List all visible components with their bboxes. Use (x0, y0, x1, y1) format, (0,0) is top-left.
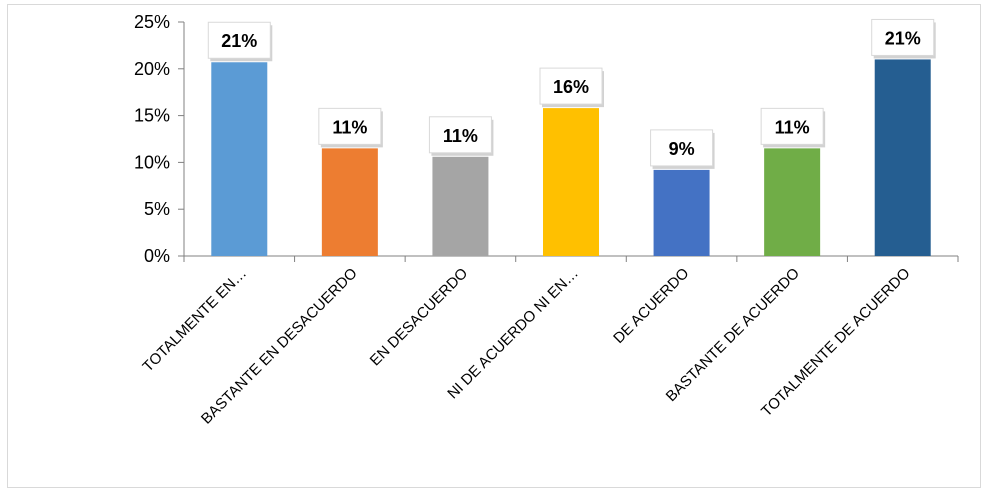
category-label: NI DE ACUERDO NI EN… (444, 265, 582, 403)
bar (653, 169, 710, 256)
bar (432, 156, 489, 256)
y-tick-label: 20% (134, 59, 170, 79)
bar (543, 108, 599, 256)
y-tick-label: 25% (134, 12, 170, 32)
category-label: TOTALMENTE EN… (139, 265, 250, 376)
bar (321, 148, 378, 256)
data-label-box (760, 107, 824, 145)
data-label-box (318, 107, 382, 145)
y-tick-label: 0% (144, 246, 170, 266)
data-label-box (650, 129, 714, 167)
bar (764, 148, 821, 256)
data-label: 11% (775, 117, 810, 137)
data-label-box (871, 18, 935, 56)
data-label: 21% (221, 31, 257, 51)
y-tick-label: 15% (134, 106, 170, 126)
data-label: 11% (332, 117, 367, 137)
y-tick-label: 10% (134, 152, 170, 172)
data-label: 16% (553, 77, 589, 97)
data-label-box (539, 67, 603, 105)
bars (211, 59, 931, 256)
y-tick-label: 5% (144, 199, 170, 219)
data-label: 21% (885, 28, 921, 48)
data-labels: 21% 11% 11% 16% 9% 11% 21% (207, 18, 936, 169)
data-label: 9% (669, 139, 695, 159)
bar (874, 59, 931, 256)
data-label-box (428, 116, 492, 154)
data-label-box (207, 21, 271, 59)
data-label: 11% (443, 126, 478, 146)
category-label: DE ACUERDO (610, 265, 692, 347)
bar (211, 62, 268, 256)
category-label: EN DESACUERDO (367, 265, 472, 370)
